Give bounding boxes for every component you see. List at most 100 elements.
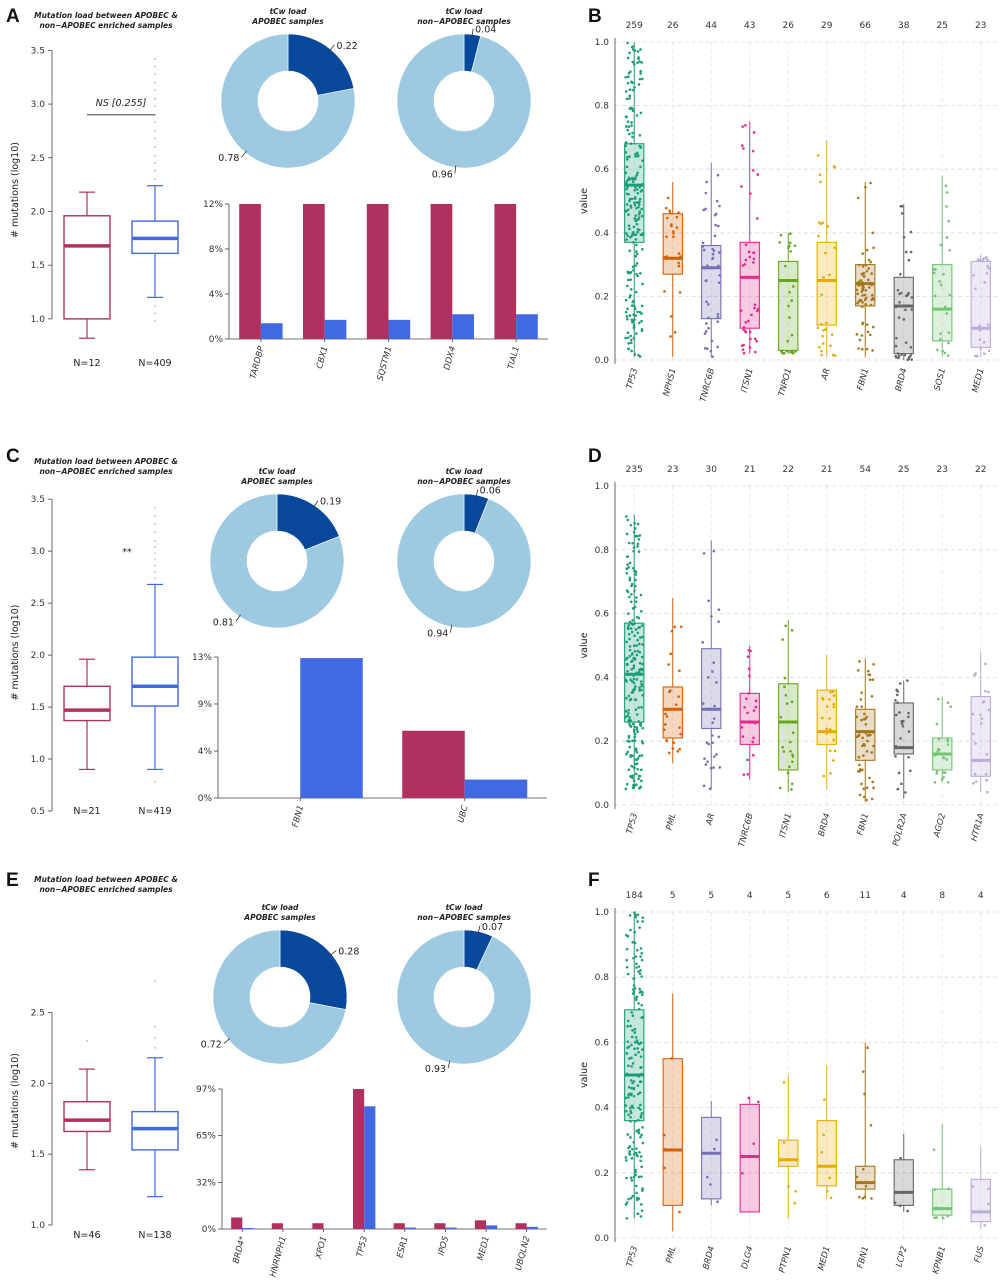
data-point [902,235,906,239]
data-point [626,1040,630,1043]
data-point [636,757,640,760]
data-point [788,290,791,294]
data-point [631,607,635,610]
data-point [741,735,745,738]
data-point [627,132,631,136]
data-point [678,291,682,294]
data-point [867,734,871,737]
data-point [987,1187,990,1191]
data-point [633,217,636,220]
data-point [715,753,718,756]
outlier-point [154,162,156,165]
data-point [639,190,643,193]
data-point [870,695,874,698]
data-point [900,782,903,786]
data-point [637,538,641,541]
data-point [895,336,898,340]
slice-leader-line [313,500,319,508]
data-point [746,772,750,776]
data-point [634,1170,637,1174]
data-point [627,176,631,180]
data-point [624,171,628,175]
data-point [747,319,750,323]
data-point [678,1210,681,1214]
sample-count-label: 54 [860,465,872,475]
data-point [858,338,862,342]
data-point [629,724,632,728]
data-point [630,680,634,683]
data-point [864,303,867,306]
data-point [637,83,641,86]
data-point [717,264,720,268]
data-point [862,271,866,275]
data-point [935,1216,938,1219]
y-tick-label: 1.5 [31,703,45,713]
data-point [628,645,632,648]
data-point [625,958,628,962]
data-point [985,271,989,275]
data-point [935,769,939,773]
data-point [824,327,827,331]
data-point [707,316,710,320]
data-point [625,752,628,756]
data-point [624,150,628,154]
data-point [899,1156,902,1160]
sample-count-label: 8 [939,891,945,901]
data-point [871,678,875,682]
slice-leader-line [454,165,457,174]
data-point [945,205,948,208]
data-point [822,1133,825,1137]
slice-value-label: 0.19 [320,497,341,508]
data-point [624,310,628,314]
data-point [744,243,748,247]
data-point [946,739,950,743]
y-tick-label: 0.4 [595,1104,610,1114]
sample-size-label: N=138 [138,1230,171,1241]
gene-vaf-boxplot-f: 0.0 0.2 0.4 0.6 0.8 1.0 value 184 TP53 5 PML 5 BRD4 4… [579,891,1000,1275]
data-point [984,772,988,776]
data-point [816,326,820,330]
data-point [861,283,865,286]
outlier-point [154,1037,156,1039]
data-point [635,201,639,204]
data-point [632,1175,636,1179]
data-point [982,257,985,261]
sample-count-label: 184 [626,891,643,901]
data-point [676,750,679,753]
data-point [637,1175,641,1179]
data-point [667,663,670,666]
data-point [942,776,946,779]
y-tick-label: 2.5 [31,1008,45,1018]
data-point [979,346,983,350]
sample-count-label: 5 [708,891,714,901]
data-point [629,1109,632,1113]
data-point [857,347,860,350]
sample-size-label: N=409 [138,358,171,369]
data-point [632,336,636,340]
data-point [747,250,751,254]
data-point [632,1141,635,1144]
x-tick-label: PML [665,812,679,831]
data-point [635,1153,639,1157]
data-point [629,1024,632,1028]
data-point [624,1203,628,1206]
data-point [631,177,635,181]
data-point [635,995,639,999]
data-point [639,146,643,149]
data-point [631,88,635,92]
x-tick-label: SOS1 [933,367,949,392]
data-point [753,721,757,725]
data-point [832,165,836,168]
data-point [861,744,864,748]
data-point [636,1047,639,1050]
data-point [704,763,708,766]
data-point [626,208,630,212]
outlier-point [154,65,156,68]
gene-box-med1: 6 MED1 [816,891,837,1272]
outlier-point [154,97,156,100]
outlier-point [154,531,156,534]
gene-box-htr1a: 22 HTR1A [970,465,991,843]
boxplot-title: non−APOBEC enriched samples [39,21,173,30]
y-tick-label: 0.6 [595,1038,610,1048]
data-point [986,264,989,268]
